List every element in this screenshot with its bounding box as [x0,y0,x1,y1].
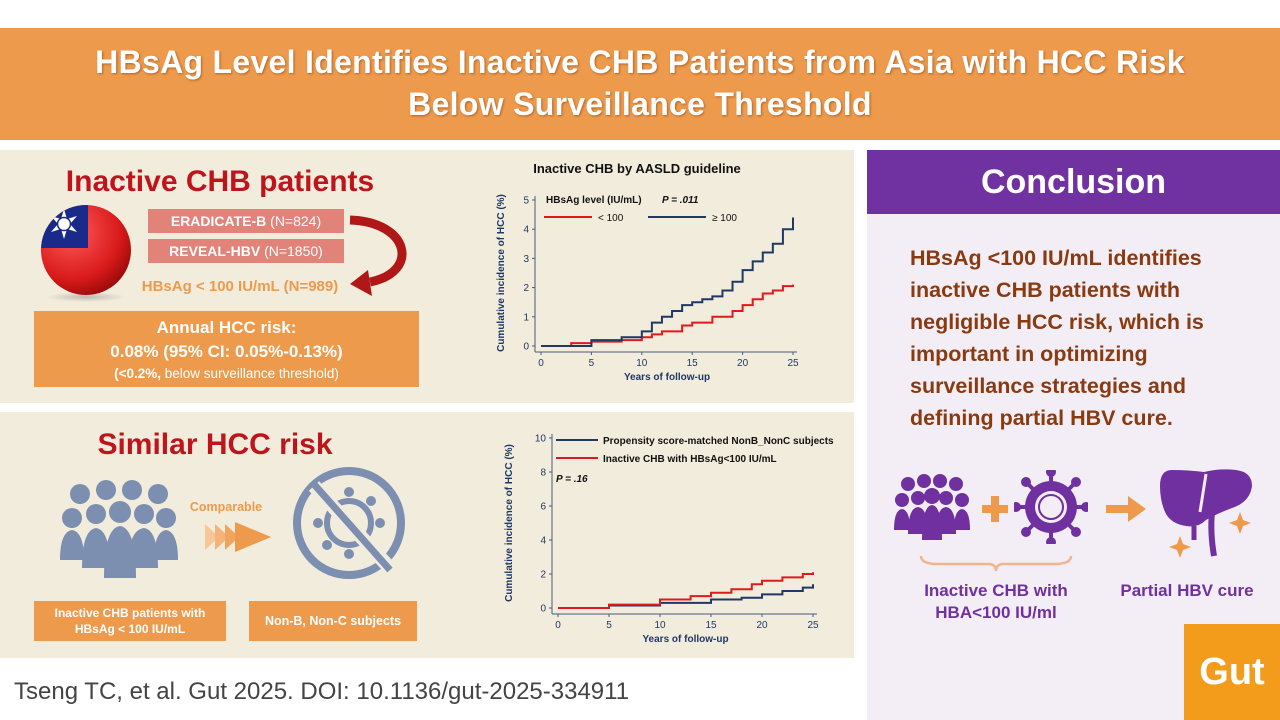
x-tick-label: 5 [589,358,595,369]
y-tick-label: 8 [540,468,546,479]
x-tick-label: 25 [787,358,799,369]
risk-line-2: 0.08% (95% CI: 0.05%-0.13%) [110,342,343,361]
legend-label-0: Propensity score-matched NonB_NonC subje… [603,436,834,447]
title-line-2: Below Surveillance Threshold [408,86,872,122]
chart1-title: Inactive CHB by AASLD guideline [533,161,741,176]
inactive-chb-box-line2: HBsAg < 100 IU/mL [74,622,186,636]
x-tick-label: 10 [636,358,648,369]
conclusion-line-3: negligible HCC risk, which is [910,310,1204,334]
inactive-chb-heading: Inactive CHB patients [65,165,375,198]
non-b-non-c-box: Non-B, Non-C subjects [249,601,417,641]
annual-risk-box: Annual HCC risk: 0.08% (95% CI: 0.05%-0.… [34,311,419,387]
purple-virus-icon [1014,470,1088,544]
series-line-1 [541,217,794,347]
series-line-0 [558,584,814,609]
legend-label-0: < 100 [598,213,624,224]
y-tick-label: 4 [523,225,529,236]
risk-line-3-bold: (<0.2%, [114,366,162,381]
series-line-0 [541,284,794,347]
legend-title: HBsAg level (IU/mL) [546,195,642,206]
conclusion-label-left: Inactive CHB with HBA<100 IU/ml [886,581,1106,623]
y-tick-label: 0 [523,342,529,353]
top-chart-panel [420,150,854,403]
p-value: P = .011 [662,195,699,206]
similar-risk-heading: Similar HCC risk [97,428,333,461]
liver-icon [1160,469,1252,558]
conclusion-line-2: inactive CHB patients with [910,278,1180,302]
y-axis-label: Cumulative incidence of HCC (%) [496,194,507,352]
conclusion-heading: Conclusion [867,150,1280,214]
y-axis-label: Cumulative incidence of HCC (%) [504,444,515,602]
x-tick-label: 0 [538,358,544,369]
gut-journal-logo: Gut [1184,624,1280,720]
x-tick-label: 20 [756,620,768,631]
inactive-chb-box-line1: Inactive CHB patients with [54,606,206,620]
y-tick-label: 5 [523,196,529,207]
risk-line-3-rest: below surveillance threshold) [161,366,339,381]
cohort-name: REVEAL-HBV [169,243,261,259]
chart1-plot: 0 1 2 3 4 5 0 5 10 15 20 25 Years of follow-up Cumula… [496,194,799,383]
y-tick-label: 2 [523,283,529,294]
x-tick-label: 0 [555,620,561,631]
legend-label-1: ≥ 100 [712,213,737,224]
patient-group-icon [60,480,178,578]
y-tick-label: 10 [535,434,547,445]
cohort-eradicate-b: ERADICATE-B (N=824) [148,209,344,233]
y-tick-label: 0 [540,604,546,615]
series-line-1 [558,572,814,609]
x-tick-label: 15 [687,358,699,369]
p-value: P = .16 [556,474,588,485]
x-tick-label: 15 [705,620,717,631]
x-tick-label: 20 [737,358,749,369]
y-tick-label: 4 [540,536,546,547]
label-left-line2: HBA<100 IU/ml [935,603,1057,622]
comparable-label: Comparable [189,500,263,514]
risk-line-3: (<0.2%, below surveillance threshold) [34,366,419,381]
x-tick-label: 25 [807,620,819,631]
plus-icon [982,496,1008,522]
no-virus-icon [293,467,405,579]
risk-line-1: Annual HCC risk: [156,318,297,337]
y-tick-label: 3 [523,254,529,265]
conclusion-line-5: surveillance strategies and [910,374,1187,398]
x-tick-label: 10 [654,620,666,631]
arrow-right-icon [1106,496,1146,522]
y-tick-label: 6 [540,502,546,513]
conclusion-line-1: HBsAg <100 IU/mL identifies [910,246,1202,270]
legend-label-1: Inactive CHB with HBsAg<100 IU/mL [603,454,777,465]
conclusion-line-6: defining partial HBV cure. [910,406,1173,430]
brace-icon [919,555,1073,572]
cohort-n: (N=1850) [264,243,323,259]
x-tick-label: 5 [606,620,612,631]
y-tick-label: 1 [523,312,529,323]
x-axis-label: Years of follow-up [624,372,710,383]
inactive-chb-box: Inactive CHB patients with HBsAg < 100 I… [34,601,226,641]
citation: Tseng TC, et al. Gut 2025. DOI: 10.1136/… [14,678,630,705]
conclusion-label-right: Partial HBV cure [1120,581,1254,600]
x-axis-label: Years of follow-up [642,634,728,645]
purple-people-icon [894,474,970,540]
chevron-arrow-icon [205,522,271,552]
bottom-chart-panel [420,412,854,658]
chart2-plot: 0 2 4 6 8 10 0 5 10 15 20 25 Years of follow-up Cumul… [504,434,834,646]
cohort-n: (N=824) [270,213,322,229]
title-line-1: HBsAg Level Identifies Inactive CHB Pati… [95,44,1185,80]
cohort-name: ERADICATE-B [170,213,267,229]
cohort-reveal-hbv: REVEAL-HBV (N=1850) [148,239,344,263]
curved-arrow-icon [349,215,407,296]
label-left-line1: Inactive CHB with [924,581,1068,600]
title-banner: HBsAg Level Identifies Inactive CHB Pati… [0,28,1280,140]
taiwan-flag-globe-icon [41,205,131,302]
y-tick-label: 2 [540,570,546,581]
conclusion-line-4: important in optimizing [910,342,1148,366]
combined-cohort-label: HBsAg < 100 IU/mL (N=989) [141,278,339,295]
